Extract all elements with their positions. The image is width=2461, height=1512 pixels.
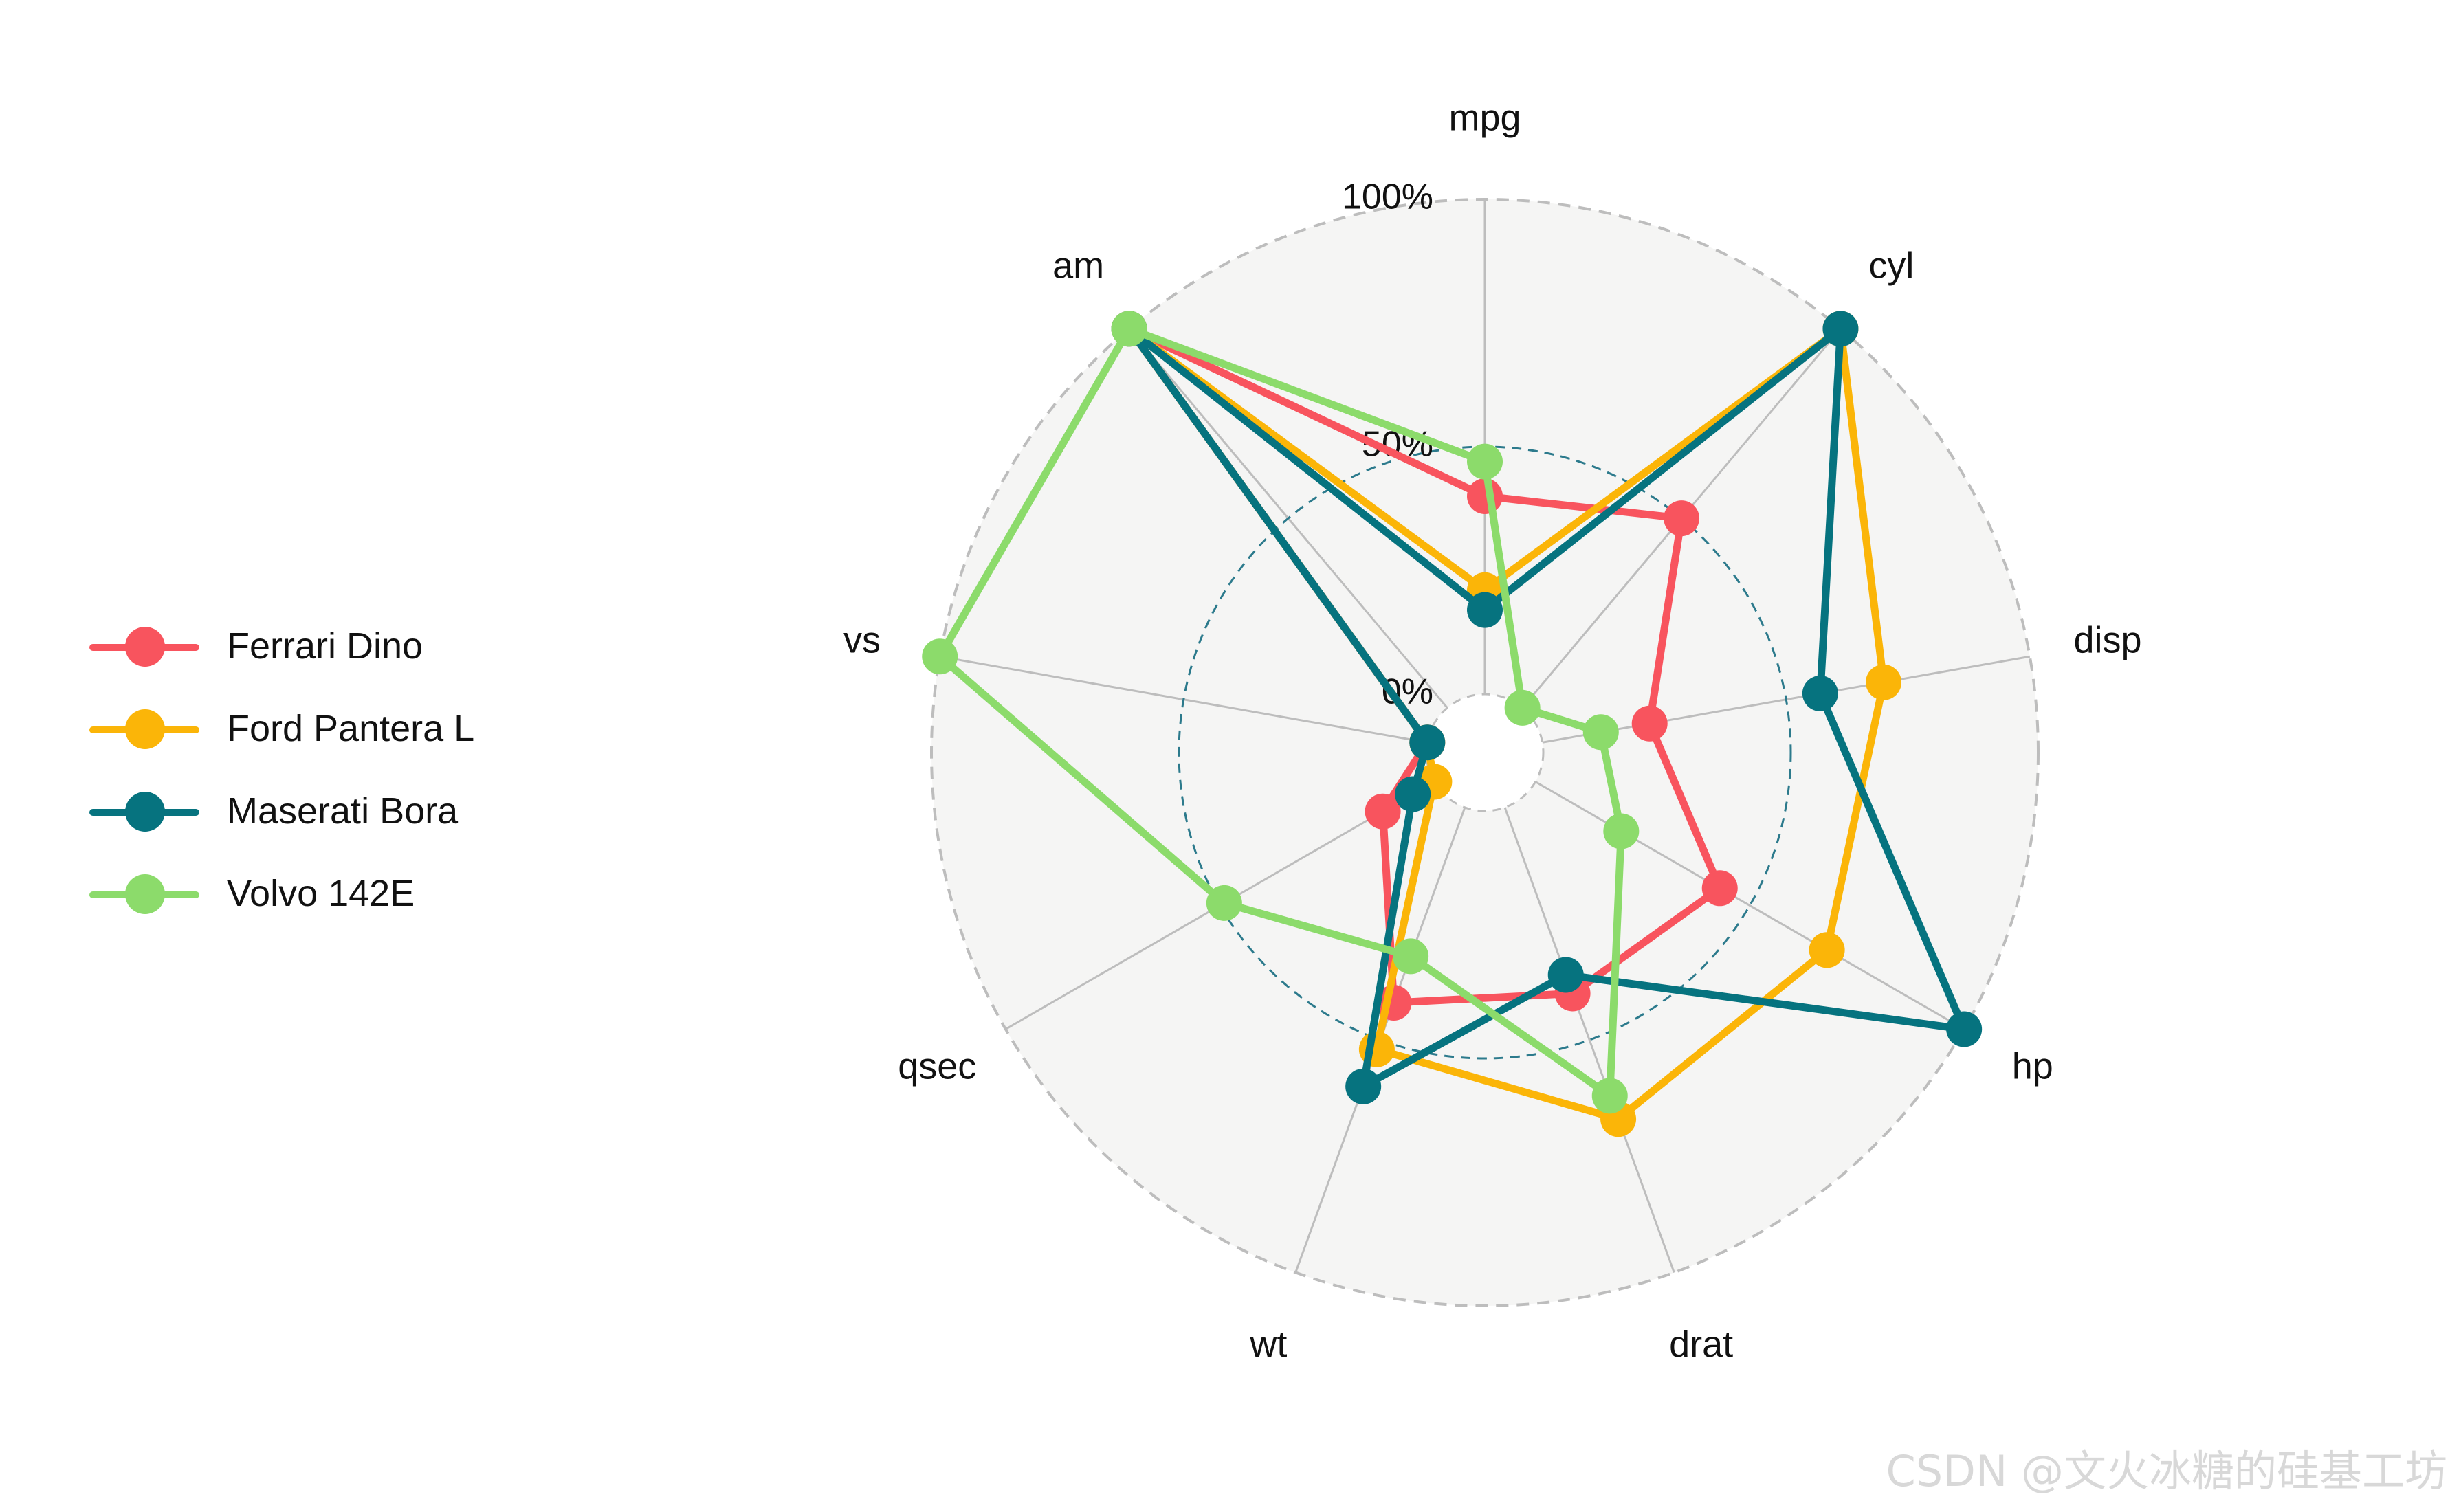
legend-key	[89, 625, 199, 667]
point-maserati-bora-disp	[1802, 675, 1838, 711]
point-maserati-bora-hp	[1946, 1011, 1983, 1047]
legend-item-ford-pantera-l: Ford Pantera L	[89, 687, 474, 770]
point-ford-pantera-l-disp	[1866, 664, 1902, 700]
series-layer	[922, 311, 1983, 1137]
axis-label-cyl: cyl	[1868, 245, 1914, 287]
legend: Ferrari Dino Ford Pantera L Maserati Bora V…	[89, 605, 474, 935]
series-line-maserati-bora	[1125, 324, 1968, 1091]
legend-dot	[125, 874, 165, 914]
axis-label-disp: disp	[2073, 620, 2141, 661]
legend-dot	[125, 709, 165, 749]
point-maserati-bora-drat	[1547, 957, 1584, 993]
watermark: CSDN @文火冰糖的硅基工坊	[1886, 1446, 2447, 1496]
point-ferrari-dino-cyl	[1664, 500, 1700, 537]
point-volvo-142e-cyl	[1504, 689, 1541, 726]
point-volvo-142e-hp	[1603, 813, 1640, 849]
series-line-volvo-142e	[936, 324, 1625, 1100]
point-maserati-bora-vs	[1409, 724, 1446, 761]
legend-label: Ferrari Dino	[227, 625, 423, 667]
axis-labels: mpg cyl disp hp drat wt qsec vs am	[843, 97, 2142, 1365]
axis-label-qsec: qsec	[898, 1045, 976, 1087]
point-volvo-142e-wt	[1393, 938, 1429, 975]
legend-key	[89, 873, 199, 914]
legend-label: Ford Pantera L	[227, 708, 475, 749]
point-ford-pantera-l-hp	[1809, 932, 1845, 968]
axis-label-hp: hp	[2012, 1045, 2053, 1087]
point-maserati-bora-wt	[1345, 1068, 1382, 1104]
axis-spoke-drat	[1503, 807, 1675, 1273]
point-maserati-bora-cyl	[1822, 311, 1859, 347]
point-ferrari-dino-hp	[1701, 870, 1738, 907]
point-maserati-bora-qsec	[1395, 776, 1431, 812]
legend-dot	[125, 627, 165, 667]
grid-label-2: 100%	[1342, 177, 1433, 217]
axis-label-drat: drat	[1669, 1324, 1733, 1365]
point-volvo-142e-vs	[922, 638, 958, 675]
legend-dot	[125, 792, 165, 832]
legend-label: Volvo 142E	[227, 873, 415, 914]
legend-item-maserati-bora: Maserati Bora	[89, 770, 474, 852]
legend-item-ferrari-dino: Ferrari Dino	[89, 605, 474, 687]
legend-item-volvo-142e: Volvo 142E	[89, 852, 474, 935]
point-ferrari-dino-disp	[1631, 705, 1668, 742]
point-volvo-142e-mpg	[1467, 443, 1503, 480]
point-volvo-142e-drat	[1591, 1078, 1628, 1114]
legend-key	[89, 790, 199, 832]
axis-label-am: am	[1052, 245, 1104, 287]
point-ferrari-dino-qsec	[1365, 793, 1401, 830]
point-volvo-142e-disp	[1582, 714, 1619, 751]
point-volvo-142e-qsec	[1206, 885, 1242, 921]
legend-label: Maserati Bora	[227, 790, 459, 832]
point-volvo-142e-am	[1111, 311, 1147, 347]
axis-label-mpg: mpg	[1448, 97, 1521, 138]
axis-label-vs: vs	[843, 620, 881, 661]
axis-label-wt: wt	[1249, 1324, 1287, 1365]
legend-key	[89, 708, 199, 749]
point-maserati-bora-mpg	[1467, 592, 1503, 628]
